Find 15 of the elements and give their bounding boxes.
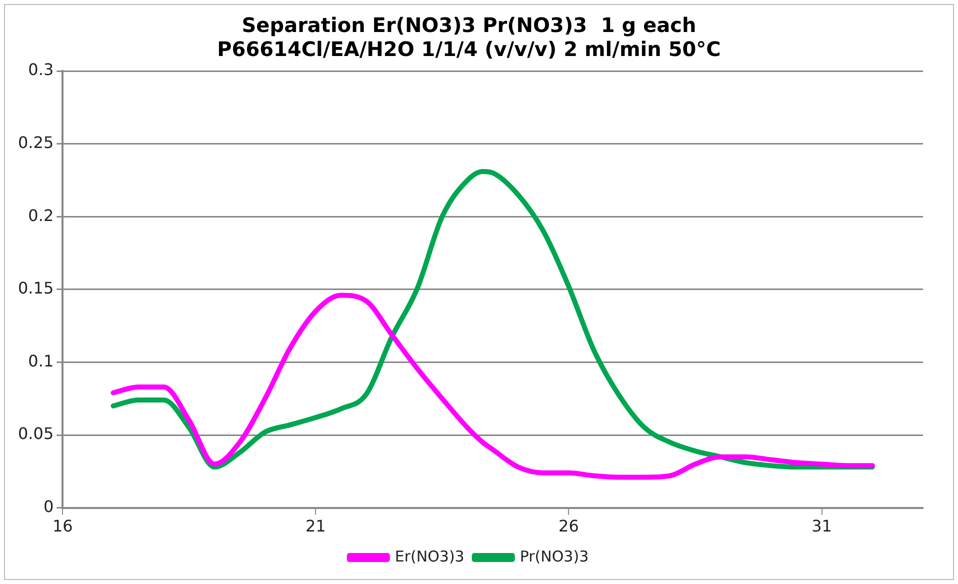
chart-title: Separation Er(NO3)3 Pr(NO3)3 1 g each: [242, 13, 696, 38]
y-tick-label: 0: [43, 496, 54, 516]
y-tick-label: 0.05: [18, 424, 54, 444]
y-tick-label: 0.3: [28, 60, 54, 80]
y-tick-label: 0.25: [18, 132, 54, 152]
x-tick-label: 26: [558, 516, 579, 536]
y-tick-label: 0.2: [28, 206, 54, 225]
x-tick-label: 16: [52, 516, 73, 536]
legend-label: Er(NO3)3: [394, 547, 464, 566]
y-tick-label: 0.15: [18, 278, 54, 298]
y-tick-label: 0.1: [28, 351, 54, 370]
x-tick-label: 31: [812, 516, 832, 536]
legend-label: Pr(NO3)3: [520, 547, 589, 566]
chart-subtitle: P66614Cl/EA/H2O 1/1/4 (v/v/v) 2 ml/min 50°C: [217, 37, 721, 62]
x-tick-label: 21: [305, 516, 326, 536]
